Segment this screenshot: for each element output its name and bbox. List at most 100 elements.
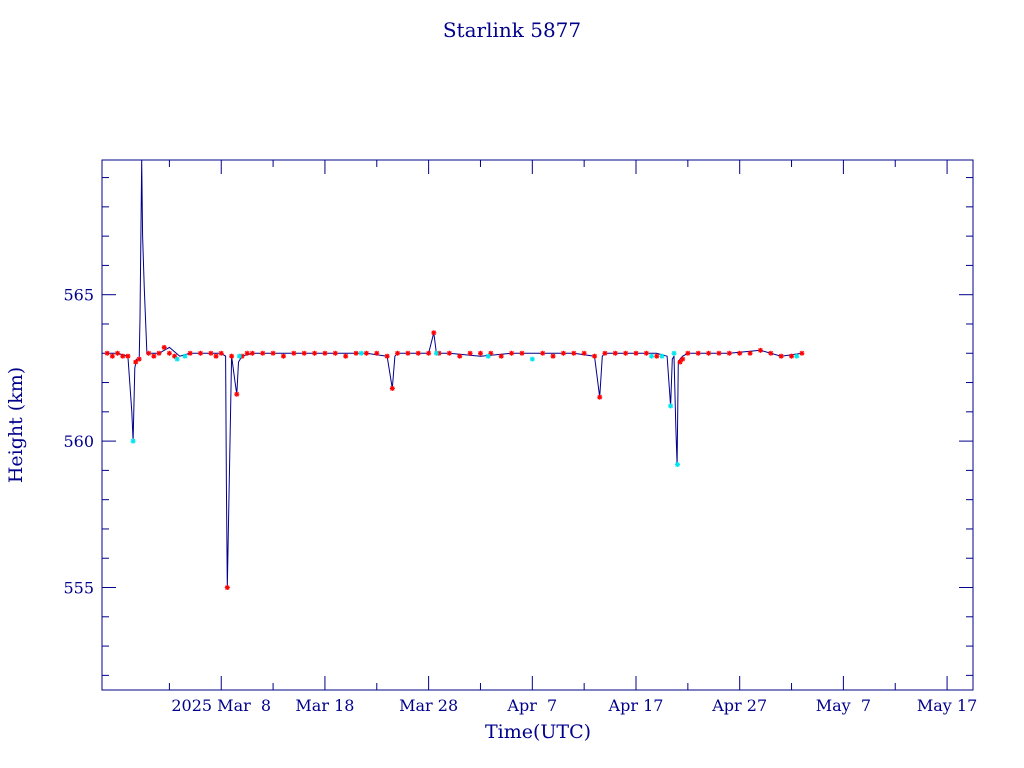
red-marker — [353, 350, 359, 356]
red-marker — [446, 350, 452, 356]
red-marker — [415, 350, 421, 356]
red-marker — [581, 350, 587, 356]
red-marker — [208, 350, 214, 356]
red-marker — [312, 350, 318, 356]
cyan-marker — [485, 353, 491, 359]
red-marker — [685, 350, 691, 356]
x-tick-label: May 17 — [917, 696, 977, 715]
red-marker — [374, 350, 380, 356]
red-marker — [249, 350, 255, 356]
red-marker — [224, 585, 230, 591]
red-marker — [519, 350, 525, 356]
red-marker — [799, 350, 805, 356]
red-marker — [213, 353, 219, 359]
x-tick-label: Mar 18 — [295, 696, 354, 715]
red-marker — [643, 350, 649, 356]
red-marker — [612, 350, 618, 356]
red-marker — [244, 350, 250, 356]
red-marker — [457, 353, 463, 359]
x-tick-label: Apr 7 — [506, 696, 557, 715]
red-marker — [488, 350, 494, 356]
cyan-marker — [649, 353, 655, 359]
red-marker — [706, 350, 712, 356]
red-marker — [363, 350, 369, 356]
tick-labels: 2025 Mar 8 Mar 18 Mar 28 Apr 7 Apr 17 Apr 27 M… — [63, 286, 977, 715]
chart-title: Starlink 5877 — [443, 18, 581, 42]
cyan-marker — [659, 353, 665, 359]
red-marker — [218, 350, 224, 356]
red-marker — [789, 353, 795, 359]
red-marker — [280, 353, 286, 359]
y-tick-label: 560 — [63, 432, 94, 451]
y-tick-label: 555 — [63, 579, 94, 598]
x-tick-label: May 7 — [816, 696, 871, 715]
red-marker — [166, 350, 172, 356]
x-axis-label: Time(UTC) — [485, 721, 591, 743]
red-marker — [540, 350, 546, 356]
red-marker — [509, 350, 515, 356]
red-marker — [726, 350, 732, 356]
y-tick-label: 565 — [63, 286, 94, 305]
cyan-marker — [236, 353, 242, 359]
red-marker — [133, 359, 139, 365]
red-marker — [120, 353, 126, 359]
red-marker — [384, 353, 390, 359]
red-marker — [654, 353, 660, 359]
red-marker — [592, 353, 598, 359]
red-marker — [768, 350, 774, 356]
red-marker — [602, 350, 608, 356]
red-marker — [716, 350, 722, 356]
red-marker — [571, 350, 577, 356]
x-tick-label: Apr 27 — [711, 696, 767, 715]
red-marker — [104, 350, 110, 356]
red-marker — [560, 350, 566, 356]
red-marker — [161, 344, 167, 350]
red-marker — [623, 350, 629, 356]
red-marker — [115, 350, 121, 356]
cyan-marker — [182, 353, 188, 359]
red-marker — [322, 350, 328, 356]
red-marker — [695, 350, 701, 356]
red-marker — [260, 350, 266, 356]
red-marker — [426, 350, 432, 356]
red-marker — [550, 353, 556, 359]
y-axis-label: Height (km) — [5, 367, 27, 483]
red-marker — [467, 350, 473, 356]
cyan-marker — [174, 356, 180, 362]
cyan-marker — [358, 350, 364, 356]
cyan-marker — [529, 356, 535, 362]
cyan-marker — [130, 438, 136, 444]
red-marker — [332, 350, 338, 356]
cyan-marker — [674, 462, 680, 468]
series-layer — [104, 160, 805, 591]
cyan-marker — [433, 350, 439, 356]
red-marker — [136, 356, 142, 362]
red-marker — [431, 330, 437, 336]
red-marker — [198, 350, 204, 356]
red-marker — [156, 350, 162, 356]
red-marker — [109, 353, 115, 359]
red-marker — [477, 350, 483, 356]
x-tick-label: Mar 28 — [399, 696, 458, 715]
red-marker — [234, 391, 240, 397]
red-marker — [757, 347, 763, 353]
plot-frame — [101, 159, 974, 691]
red-marker — [151, 353, 157, 359]
red-marker — [778, 353, 784, 359]
red-marker — [680, 356, 686, 362]
red-marker — [291, 350, 297, 356]
red-marker — [395, 350, 401, 356]
red-marker — [737, 350, 743, 356]
red-marker — [301, 350, 307, 356]
cyan-marker — [671, 350, 677, 356]
red-marker — [389, 385, 395, 391]
red-marker — [270, 350, 276, 356]
red-marker — [125, 353, 131, 359]
red-marker — [747, 350, 753, 356]
red-marker — [343, 353, 349, 359]
cyan-marker — [794, 353, 800, 359]
x-tick-label: Apr 17 — [608, 696, 664, 715]
red-marker — [146, 350, 152, 356]
red-marker — [498, 353, 504, 359]
